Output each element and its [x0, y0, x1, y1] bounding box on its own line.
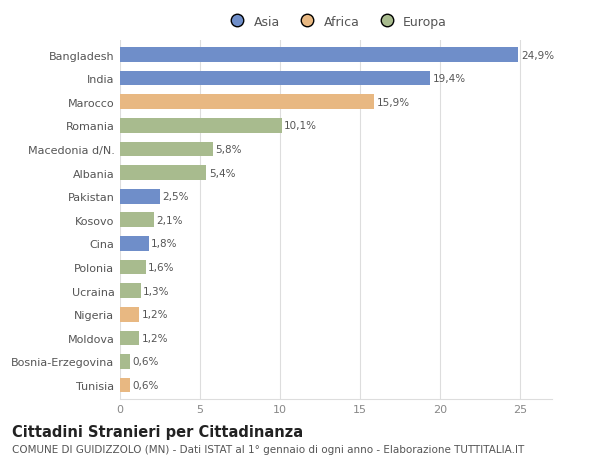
Text: 0,6%: 0,6%	[132, 380, 158, 390]
Bar	[120, 260, 146, 275]
Text: 1,8%: 1,8%	[151, 239, 178, 249]
Bar	[120, 48, 518, 63]
Text: 19,4%: 19,4%	[433, 74, 466, 84]
Bar	[120, 119, 281, 134]
Bar	[120, 72, 430, 86]
Text: 2,5%: 2,5%	[163, 192, 189, 202]
Bar	[120, 142, 213, 157]
Bar	[120, 95, 374, 110]
Bar	[120, 331, 139, 345]
Text: Cittadini Stranieri per Cittadinanza: Cittadini Stranieri per Cittadinanza	[12, 425, 303, 440]
Bar	[120, 354, 130, 369]
Text: 1,3%: 1,3%	[143, 286, 170, 296]
Text: COMUNE DI GUIDIZZOLO (MN) - Dati ISTAT al 1° gennaio di ogni anno - Elaborazione: COMUNE DI GUIDIZZOLO (MN) - Dati ISTAT a…	[12, 444, 524, 454]
Text: 15,9%: 15,9%	[377, 98, 410, 107]
Text: 0,6%: 0,6%	[132, 357, 158, 367]
Text: 2,1%: 2,1%	[156, 215, 182, 225]
Bar	[120, 378, 130, 392]
Text: 24,9%: 24,9%	[521, 50, 554, 61]
Text: 1,2%: 1,2%	[142, 309, 168, 319]
Text: 1,2%: 1,2%	[142, 333, 168, 343]
Bar	[120, 166, 206, 180]
Bar	[120, 236, 149, 251]
Bar	[120, 190, 160, 204]
Text: 5,4%: 5,4%	[209, 168, 235, 178]
Text: 10,1%: 10,1%	[284, 121, 317, 131]
Text: 5,8%: 5,8%	[215, 145, 242, 155]
Bar	[120, 284, 141, 298]
Text: 1,6%: 1,6%	[148, 263, 175, 273]
Legend: Asia, Africa, Europa: Asia, Africa, Europa	[221, 12, 451, 32]
Bar	[120, 213, 154, 228]
Bar	[120, 307, 139, 322]
